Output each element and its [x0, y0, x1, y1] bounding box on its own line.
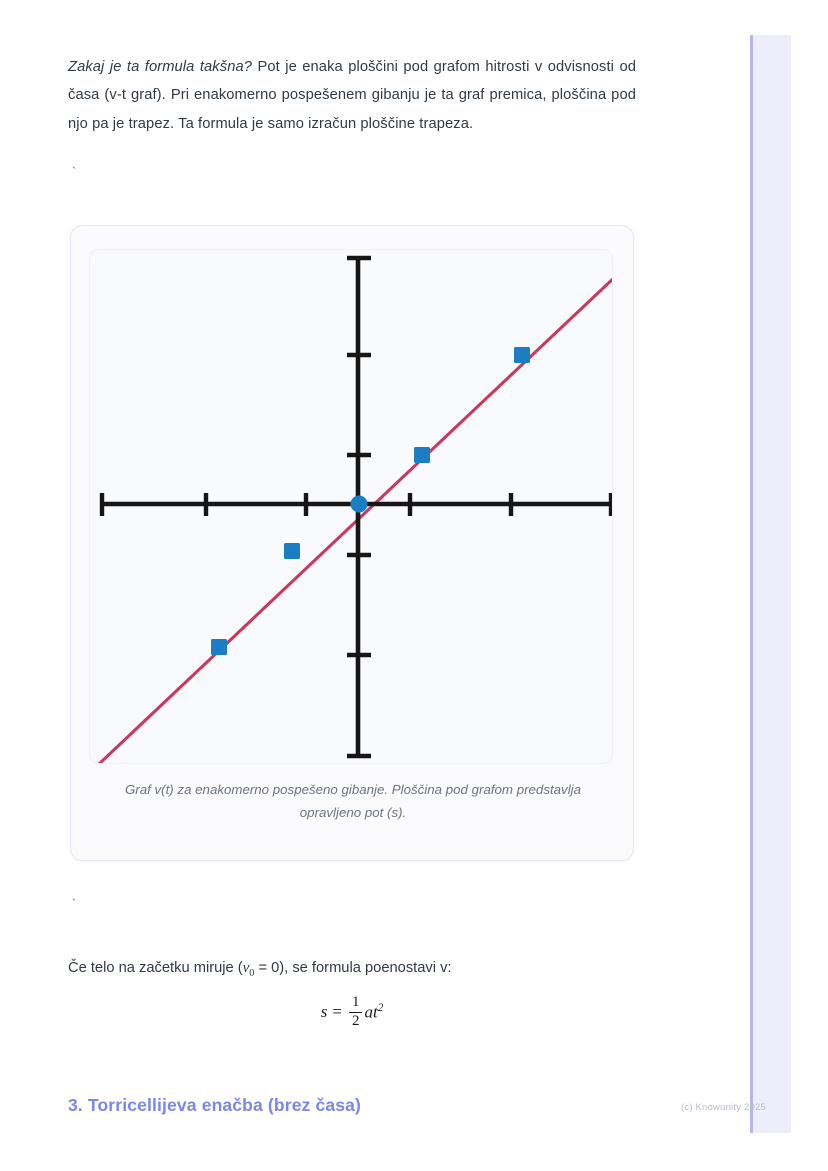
stray-backtick-above-figure: ` — [70, 165, 78, 180]
formula-equals: = — [332, 1002, 342, 1022]
data-point-markers — [211, 347, 530, 655]
origin-marker — [350, 495, 368, 513]
data-point-marker — [284, 543, 300, 559]
velocity-time-graph — [97, 255, 612, 763]
fraction-denominator: 2 — [348, 1011, 363, 1030]
lead-in-sentence: Če telo na začetku miruje (v0 = 0), se f… — [68, 955, 636, 987]
v-zero-variable: v0 — [242, 959, 255, 979]
intro-paragraph: Zakaj je ta formula takšna? Pot je enaka… — [68, 53, 636, 139]
formula-rhs: at2 — [364, 1002, 383, 1023]
v-symbol: v — [242, 959, 250, 976]
fraction-numerator: 1 — [351, 994, 360, 1010]
formula-fraction: 1 2 — [348, 994, 363, 1030]
data-point-marker — [211, 639, 227, 655]
lead-in-after: = 0), se formula poenostavi v: — [254, 959, 452, 976]
formula-rhs-base: at — [364, 1002, 378, 1022]
stray-backtick-below-figure: ` — [70, 897, 78, 912]
section-heading-torricelli: 3. Torricellijeva enačba (brez časa) — [68, 1094, 361, 1115]
plot-area — [89, 249, 613, 764]
figure-caption: Graf v(t) za enakomerno pospešeno gibanj… — [124, 782, 582, 820]
data-point-marker — [414, 447, 430, 463]
intro-paragraph-body: Pot je enaka ploščini pod grafom hitrost… — [68, 58, 636, 132]
watermark: (c) Knowunity 2025 — [681, 1102, 766, 1113]
formula-rhs-exponent: 2 — [377, 1001, 384, 1014]
intro-paragraph-emphasis: Zakaj je ta formula takšna? — [68, 58, 253, 75]
display-formula: s = 1 2 at2 — [68, 994, 636, 1030]
data-point-marker — [514, 347, 530, 363]
figure-card: Graf v(t) za enakomerno pospešeno gibanj… — [70, 225, 634, 861]
y-axis-ticks — [347, 255, 371, 759]
formula-lhs: s — [320, 1002, 328, 1022]
x-axis-ticks — [99, 493, 612, 516]
v-subscript: 0 — [249, 967, 255, 979]
right-side-rail[interactable] — [750, 35, 791, 1133]
lead-in-before: Če telo na začetku miruje ( — [68, 959, 243, 976]
